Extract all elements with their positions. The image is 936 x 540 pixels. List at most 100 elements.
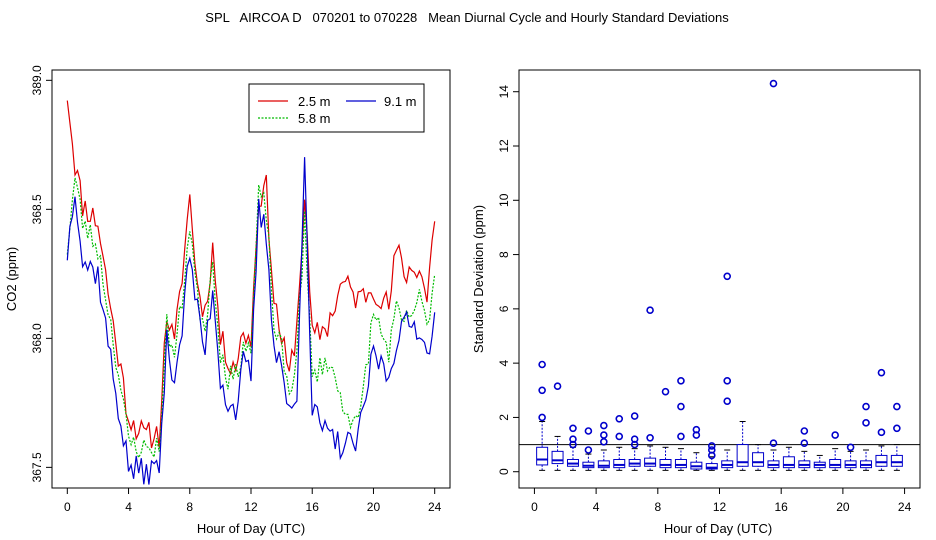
boxplot-hour-20 bbox=[844, 443, 857, 471]
figure-title: SPL AIRCOA D 070201 to 070228 Mean Diurn… bbox=[205, 10, 729, 25]
outlier-point bbox=[846, 443, 855, 452]
right-y-tick-label: 8 bbox=[497, 251, 511, 258]
right-x-tick-label: 16 bbox=[775, 500, 789, 514]
outlier-point bbox=[600, 421, 608, 430]
right-y-tick-label: 4 bbox=[497, 359, 511, 366]
boxplot-hour-6 bbox=[628, 412, 641, 471]
outlier-point bbox=[584, 446, 593, 454]
right-y-tick-label: 2 bbox=[497, 414, 511, 421]
iqr-box bbox=[875, 454, 888, 467]
legend-label-2-5-m: 2.5 m bbox=[298, 94, 331, 109]
outlier-point bbox=[677, 376, 685, 385]
left-y-tick-label: 368.5 bbox=[30, 194, 44, 224]
left-x-tick-label: 0 bbox=[64, 500, 71, 514]
outlier-point bbox=[600, 431, 608, 439]
boxplot-hour-21 bbox=[860, 402, 873, 471]
outlier-point bbox=[707, 442, 716, 450]
left-x-axis-ticks: 0 4 8 12 16 20 24 bbox=[64, 487, 442, 514]
left-series-lines bbox=[66, 100, 436, 485]
outlier-point bbox=[569, 435, 577, 443]
boxplot-hour-15 bbox=[767, 79, 780, 471]
series-line-5-8-m bbox=[66, 177, 436, 460]
left-x-tick-label: 12 bbox=[244, 500, 258, 514]
left-x-axis-label: Hour of Day (UTC) bbox=[197, 521, 305, 536]
boxplot-hour-5 bbox=[613, 414, 626, 471]
right-y-tick-label: 10 bbox=[497, 193, 511, 207]
outlier-point bbox=[893, 424, 901, 433]
right-x-tick-label: 0 bbox=[531, 500, 538, 514]
outlier-point bbox=[584, 427, 593, 435]
iqr-box bbox=[752, 452, 765, 467]
left-x-tick-label: 4 bbox=[125, 500, 132, 514]
boxplot-hour-10 bbox=[690, 425, 703, 471]
outlier-point bbox=[800, 439, 809, 448]
left-x-tick-label: 20 bbox=[367, 500, 381, 514]
outlier-point bbox=[569, 424, 577, 433]
legend-box bbox=[248, 83, 425, 133]
right-y-tick-label: 0 bbox=[497, 468, 511, 475]
boxplot-hour-0 bbox=[536, 360, 549, 471]
boxplot-hour-12 bbox=[721, 272, 734, 471]
boxplot-hour-7 bbox=[644, 306, 657, 471]
legend-label-5-8-m: 5.8 m bbox=[298, 111, 331, 126]
outlier-point bbox=[646, 433, 654, 442]
boxplot-hour-18 bbox=[813, 454, 826, 471]
outlier-point bbox=[707, 446, 716, 454]
outlier-point bbox=[538, 360, 546, 369]
outlier-point bbox=[723, 272, 732, 281]
boxplot-hour-4 bbox=[597, 421, 610, 471]
iqr-box bbox=[674, 459, 687, 469]
left-y-axis-ticks: 367.5 368.0 368.5 389.0 bbox=[30, 65, 53, 482]
outlier-point bbox=[877, 368, 886, 377]
outlier-point bbox=[677, 402, 685, 411]
right-x-tick-label: 24 bbox=[898, 500, 912, 514]
iqr-box bbox=[644, 457, 657, 467]
boxplot-hour-11 bbox=[705, 442, 718, 471]
right-y-axis-ticks: 0 2 4 6 8 10 12 14 bbox=[497, 85, 520, 475]
outlier-point bbox=[538, 413, 546, 422]
right-x-axis-ticks: 0 4 8 12 16 20 24 bbox=[531, 487, 912, 514]
boxplot-hour-9 bbox=[674, 376, 687, 471]
boxplot-hour-19 bbox=[829, 431, 842, 471]
left-y-tick-label: 389.0 bbox=[30, 65, 44, 95]
boxplot-hour-2 bbox=[566, 424, 579, 471]
legend: 2.5 m 9.1 m 5.8 m bbox=[248, 83, 425, 133]
boxplot-hour-23 bbox=[890, 402, 903, 471]
outlier-point bbox=[893, 402, 901, 411]
boxplot-hour-17 bbox=[798, 427, 811, 471]
mean-diurnal-cycle-chart: 0 4 8 12 16 20 24 367.5 368.0 368.5 389.0 Hour of… bbox=[4, 65, 451, 536]
outlier-point bbox=[630, 412, 639, 420]
outlier-point bbox=[615, 432, 624, 441]
iqr-box bbox=[536, 446, 549, 466]
boxplot-hour-8 bbox=[659, 387, 672, 471]
left-y-axis-label: CO2 (ppm) bbox=[4, 247, 19, 311]
outlier-point bbox=[769, 439, 778, 448]
outlier-point bbox=[800, 427, 809, 435]
iqr-box bbox=[782, 456, 795, 469]
boxplot-hour-13 bbox=[736, 421, 749, 471]
left-x-tick-label: 24 bbox=[428, 500, 442, 514]
left-y-tick-label: 368.0 bbox=[30, 323, 44, 353]
right-x-tick-label: 20 bbox=[836, 500, 850, 514]
outlier-point bbox=[723, 397, 732, 405]
iqr-box bbox=[551, 450, 564, 465]
right-x-axis-label: Hour of Day (UTC) bbox=[664, 521, 772, 536]
boxplot-hour-22 bbox=[875, 368, 888, 471]
outlier-point bbox=[769, 79, 778, 88]
iqr-box bbox=[890, 454, 903, 467]
series-line-9-1-m bbox=[66, 157, 436, 485]
right-y-axis-label: Standard Deviation (ppm) bbox=[471, 205, 486, 353]
right-x-tick-label: 8 bbox=[654, 500, 661, 514]
boxplot-hour-3 bbox=[582, 427, 595, 471]
outlier-point bbox=[553, 382, 562, 391]
right-x-tick-label: 4 bbox=[593, 500, 600, 514]
iqr-box bbox=[829, 459, 842, 469]
iqr-box bbox=[597, 460, 610, 469]
outlier-point bbox=[862, 402, 870, 411]
boxplot-hour-1 bbox=[551, 382, 564, 471]
iqr-box bbox=[736, 444, 749, 467]
right-boxplots bbox=[519, 79, 920, 471]
